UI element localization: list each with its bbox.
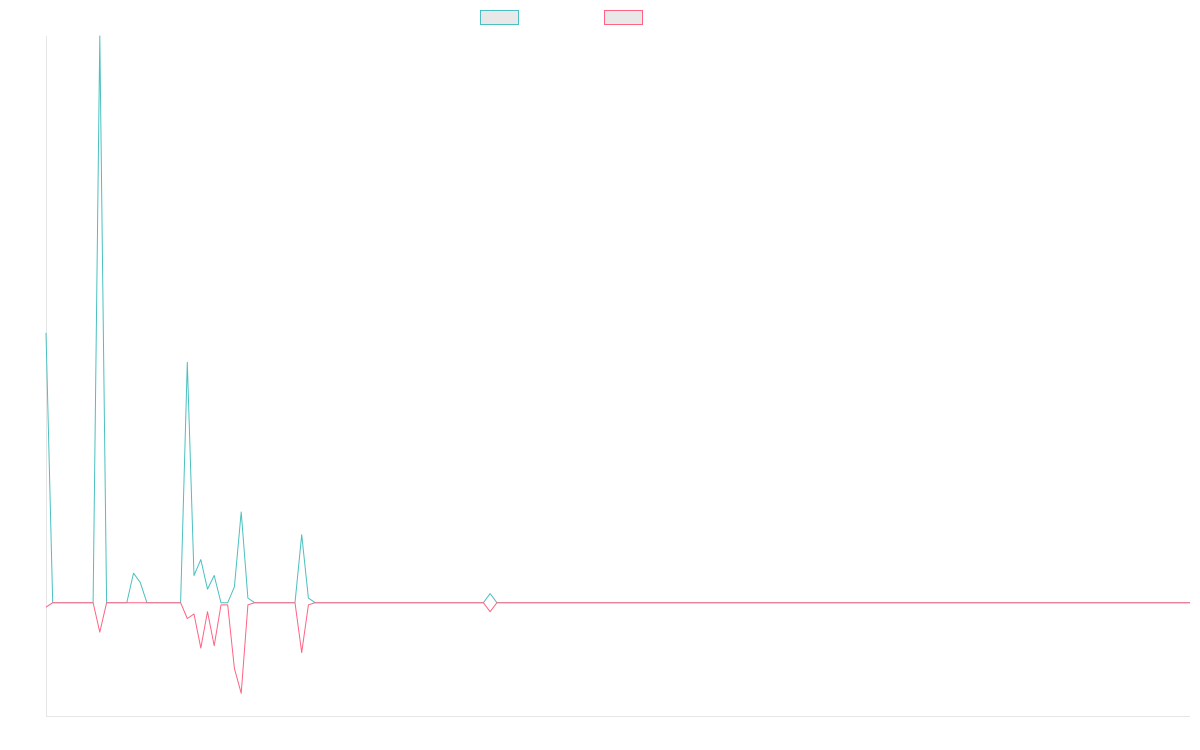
series-layer (45, 35, 1190, 694)
series-line-2 (45, 602, 1190, 694)
legend-swatch-series-2[interactable] (604, 10, 643, 25)
legend-swatch-series-1[interactable] (480, 10, 519, 25)
series-line-1 (45, 35, 1190, 604)
